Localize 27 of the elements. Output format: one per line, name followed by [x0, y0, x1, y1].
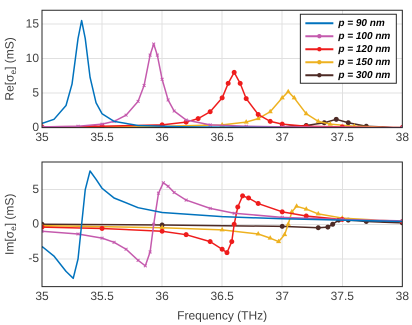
x-tick-label: 37: [276, 130, 290, 144]
y-tick-label: 0: [32, 216, 40, 231]
x-tick-label: 36.5: [210, 289, 234, 304]
y-axis-title: Re[σe] (mS): [2, 37, 18, 101]
y-axis-title: Im[σe] (mS): [2, 194, 18, 255]
x-axis-title: Frequency (THz): [177, 308, 268, 322]
x-tick-label: 38: [396, 130, 410, 144]
legend-label: p = 120 nm: [337, 44, 390, 55]
legend-label: p = 300 nm: [337, 70, 390, 81]
x-tick-label: 35: [35, 289, 49, 304]
y-tick-label: 15: [26, 16, 40, 30]
x-tick-label: 35.5: [90, 289, 114, 304]
y-tick-label: 10: [26, 50, 40, 65]
legend-label: p = 100 nm: [337, 30, 390, 42]
legend-label: p = 90 nm: [337, 18, 385, 29]
x-tick-label: 35.5: [90, 130, 114, 144]
y-tick-label: 5: [32, 182, 40, 196]
x-tick-label: 37: [276, 289, 290, 304]
x-tick-label: 36: [155, 130, 170, 144]
x-tick-label: 36: [155, 289, 170, 304]
x-tick-label: 36.5: [210, 130, 234, 144]
x-tick-label: 38: [396, 289, 410, 304]
y-tick-label: 5: [32, 85, 40, 100]
x-tick-label: 37.5: [330, 289, 354, 304]
legend-label: p = 150 nm: [337, 56, 390, 68]
x-tick-label: 37.5: [330, 130, 354, 144]
y-tick-label: -5: [28, 251, 40, 266]
